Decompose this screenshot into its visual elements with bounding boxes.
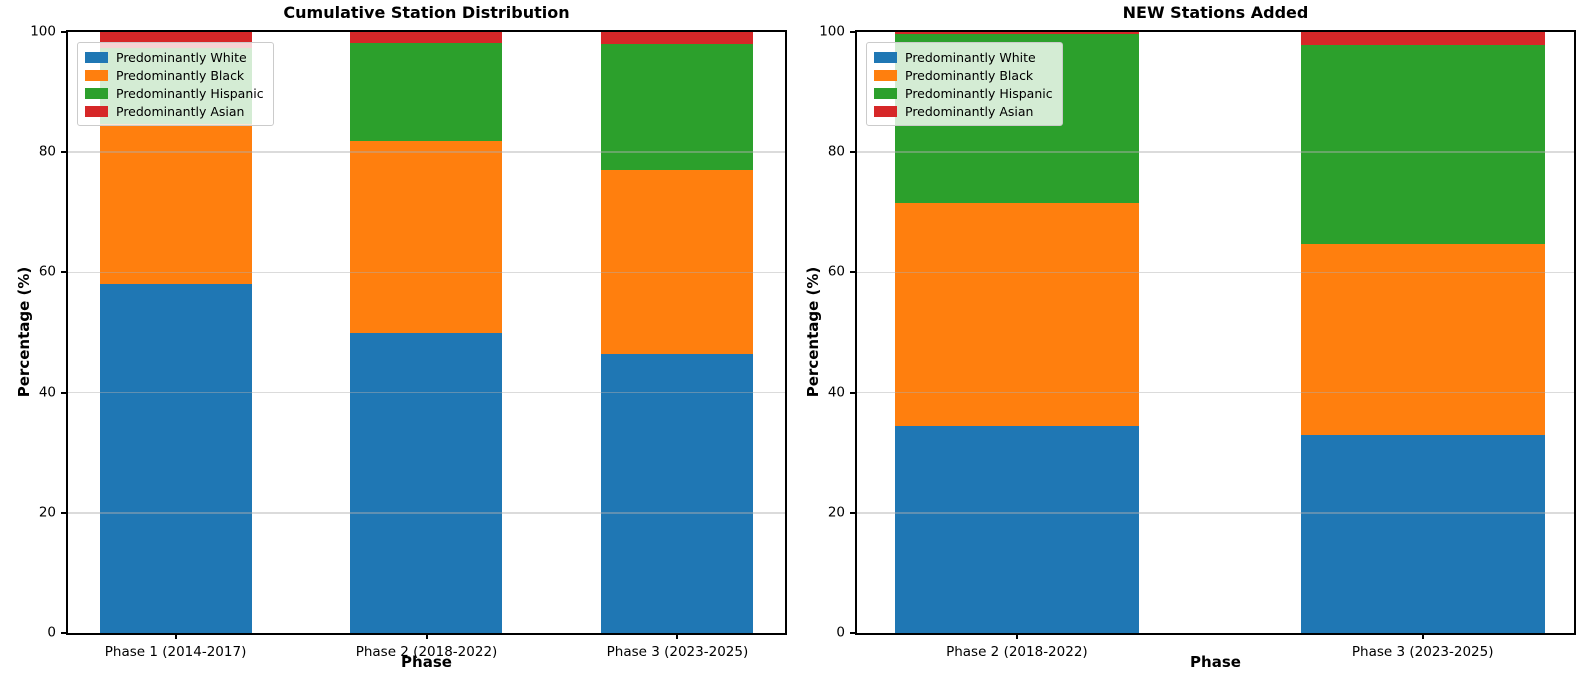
gridline-80 (857, 151, 1574, 153)
legend: Predominantly White Predominantly Black Pr… (77, 42, 274, 126)
x-tick-label-phase-2-2018-2022: Phase 2 (2018-2022) (946, 644, 1088, 660)
y-tick-mark-20 (61, 511, 68, 514)
x-axis-label-left: Phase (401, 653, 452, 671)
bar-phase-3-2023-2025 (1300, 32, 1545, 633)
bar-segment-phase-3-2023-2025-predominantly-black (601, 170, 754, 354)
x-tick-mark-phase-3-2023-2025 (676, 633, 679, 639)
x-tick-mark-phase-2-2018-2022 (1015, 633, 1018, 639)
bar-segment-phase-2-2018-2022-predominantly-white (350, 332, 503, 633)
y-tick-label-0: 0 (836, 624, 845, 641)
legend-label-predominantly-asian: Predominantly Asian (116, 103, 245, 119)
y-tick-mark-60 (850, 271, 857, 274)
bar-segment-phase-2-2018-2022-predominantly-white (895, 426, 1139, 633)
y-tick-label-60: 60 (38, 263, 56, 280)
bar-segment-phase-3-2023-2025-predominantly-white (1300, 434, 1545, 633)
plot-area-cumulative: Phase 1 (2014-2017) Phase 2 (2018-2022) Ph… (30, 25, 787, 660)
legend-item-predominantly-asian: Predominantly Asian (874, 102, 1053, 120)
bar-segment-phase-1-2014-2017-predominantly-white (99, 284, 252, 633)
legend-label-predominantly-hispanic: Predominantly Hispanic (905, 85, 1053, 101)
legend-item-predominantly-white: Predominantly White (874, 48, 1053, 66)
x-tick-mark-phase-1-2014-2017 (174, 633, 177, 639)
bar-segment-phase-3-2023-2025-predominantly-black (1300, 243, 1545, 435)
bar-segment-phase-3-2023-2025-predominantly-hispanic (1300, 44, 1545, 244)
y-tick-label-20: 20 (38, 504, 56, 521)
y-tick-mark-80 (61, 151, 68, 154)
legend-label-predominantly-asian: Predominantly Asian (905, 103, 1034, 119)
gridline-60 (857, 271, 1574, 274)
legend-label-predominantly-black: Predominantly Black (116, 67, 245, 83)
y-tick-mark-0 (61, 632, 68, 634)
y-tick-label-80: 80 (827, 143, 845, 160)
bar-phase-2-2018-2022 (350, 32, 503, 633)
legend-swatch-predominantly-white (85, 51, 108, 63)
chart-title-new-stations: NEW Stations Added (1122, 3, 1309, 22)
bar-segment-phase-3-2023-2025-predominantly-asian (601, 32, 754, 45)
y-tick-mark-40 (850, 391, 857, 394)
y-tick-mark-100 (850, 31, 857, 33)
legend-swatch-predominantly-hispanic (85, 87, 108, 99)
y-tick-mark-80 (850, 151, 857, 154)
x-tick-mark-phase-3-2023-2025 (1421, 633, 1424, 639)
legend-swatch-predominantly-white (874, 51, 897, 63)
gridline-40 (857, 391, 1574, 394)
x-tick-label-phase-2-2018-2022: Phase 2 (2018-2022) (355, 644, 498, 660)
y-tick-label-80: 80 (38, 143, 56, 160)
legend-label-predominantly-hispanic: Predominantly Hispanic (116, 85, 264, 101)
y-tick-label-100: 100 (30, 23, 56, 40)
y-tick-label-100: 100 (819, 23, 845, 40)
y-axis-label-left: Percentage (%) (15, 266, 33, 398)
legend-swatch-predominantly-hispanic (874, 87, 897, 99)
bar-segment-phase-2-2018-2022-predominantly-hispanic (350, 42, 503, 142)
gridline-80 (68, 151, 785, 153)
bar-segment-phase-3-2023-2025-predominantly-white (601, 353, 754, 633)
legend-item-predominantly-hispanic: Predominantly Hispanic (85, 84, 264, 102)
x-axis-label-right: Phase (1190, 653, 1241, 671)
bar-segment-phase-3-2023-2025-predominantly-asian (1300, 32, 1545, 45)
gridline-20 (857, 512, 1574, 514)
bar-segment-phase-2-2018-2022-predominantly-black (350, 141, 503, 333)
bar-segment-phase-3-2023-2025-predominantly-hispanic (601, 44, 754, 171)
plot-area-new-stations: Phase 2 (2018-2022) Phase 3 (2023-2025) 0 2… (819, 25, 1576, 660)
y-tick-mark-0 (850, 632, 857, 634)
legend-item-predominantly-hispanic: Predominantly Hispanic (874, 84, 1053, 102)
y-tick-mark-60 (61, 271, 68, 274)
gridline-40 (68, 391, 785, 394)
y-tick-label-40: 40 (38, 383, 56, 400)
bar-phase-3-2023-2025 (601, 32, 754, 633)
legend: Predominantly White Predominantly Black Pr… (866, 42, 1063, 126)
y-axis-label-right: Percentage (%) (804, 266, 822, 398)
legend-item-predominantly-black: Predominantly Black (874, 66, 1053, 84)
legend-label-predominantly-white: Predominantly White (905, 49, 1036, 65)
legend-item-predominantly-white: Predominantly White (85, 48, 264, 66)
y-tick-label-0: 0 (47, 624, 56, 641)
y-tick-mark-20 (850, 511, 857, 514)
chart-title-cumulative: Cumulative Station Distribution (283, 3, 570, 22)
legend-swatch-predominantly-black (85, 69, 108, 81)
legend-swatch-predominantly-black (874, 69, 897, 81)
legend-item-predominantly-asian: Predominantly Asian (85, 102, 264, 120)
y-tick-label-40: 40 (827, 383, 845, 400)
bar-segment-phase-1-2014-2017-predominantly-black (99, 123, 252, 285)
x-tick-label-phase-1-2014-2017: Phase 1 (2014-2017) (104, 644, 247, 660)
x-tick-label-phase-3-2023-2025: Phase 3 (2023-2025) (606, 644, 749, 660)
legend-swatch-predominantly-asian (874, 105, 897, 117)
gridline-20 (68, 512, 785, 514)
legend-label-predominantly-black: Predominantly Black (905, 67, 1034, 83)
legend-item-predominantly-black: Predominantly Black (85, 66, 264, 84)
legend-label-predominantly-white: Predominantly White (116, 49, 247, 65)
x-tick-mark-phase-2-2018-2022 (425, 633, 428, 639)
x-tick-label-phase-3-2023-2025: Phase 3 (2023-2025) (1351, 644, 1494, 660)
bar-segment-phase-2-2018-2022-predominantly-asian (895, 32, 1139, 34)
y-tick-mark-100 (61, 31, 68, 33)
bar-segment-phase-2-2018-2022-predominantly-asian (350, 32, 503, 43)
gridline-60 (68, 271, 785, 274)
legend-swatch-predominantly-asian (85, 105, 108, 117)
y-tick-label-60: 60 (827, 263, 845, 280)
y-tick-mark-40 (61, 391, 68, 394)
bar-segment-phase-2-2018-2022-predominantly-black (895, 203, 1139, 427)
y-tick-label-20: 20 (827, 504, 845, 521)
